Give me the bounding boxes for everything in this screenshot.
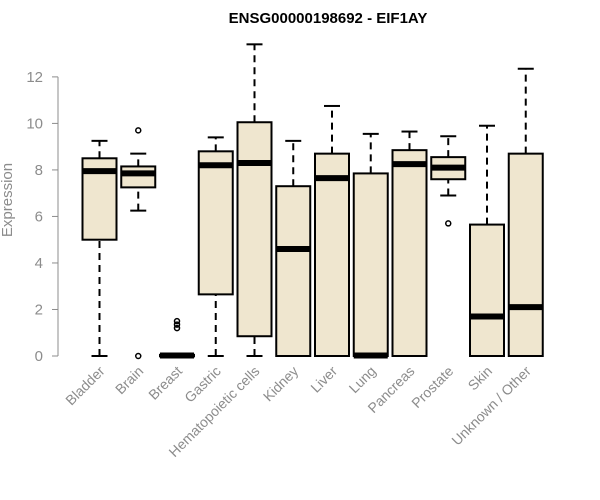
box-body [352, 172, 389, 357]
box-unknown-other [507, 67, 544, 357]
x-tick-label: Prostate [408, 363, 456, 411]
box-lung [352, 132, 389, 359]
box-body [236, 121, 273, 338]
outlier-point [173, 324, 181, 332]
y-tick-label: 8 [35, 162, 43, 179]
y-tick-label: 4 [35, 255, 43, 272]
x-tick-label: Kidney [260, 363, 302, 405]
y-tick-label: 6 [35, 208, 43, 225]
y-tick-label: 12 [26, 69, 43, 86]
x-tick-label: Lung [346, 363, 379, 396]
x-tick-label: Breast [145, 363, 185, 403]
box-body [197, 150, 234, 296]
y-tick-label: 10 [26, 115, 43, 132]
box-skin [469, 124, 505, 357]
box-brain [120, 127, 157, 360]
outlier-point [135, 352, 142, 360]
box-kidney [275, 139, 312, 357]
chart-title: ENSG00000198692 - EIF1AY [229, 10, 428, 27]
outlier-point [445, 220, 452, 227]
box-pancreas [391, 130, 428, 357]
x-tick-label: Bladder [62, 363, 108, 409]
box-body [391, 149, 428, 357]
outlier-point [173, 321, 181, 328]
box-hematopoietic-cells [236, 43, 273, 357]
x-tick-label: Skin [465, 363, 496, 394]
y-axis: 0 2 4 6 8 10 12 [26, 69, 59, 365]
box-body [275, 185, 312, 357]
box-liver [314, 104, 350, 357]
box-body [120, 165, 157, 189]
x-tick-label: Brain [112, 363, 146, 397]
y-axis-label: Expression [0, 163, 16, 237]
box-gastric [197, 136, 234, 357]
x-tick-label: Liver [307, 363, 340, 396]
y-tick-label: 0 [35, 348, 43, 365]
boxes-group [81, 43, 544, 360]
box-body [507, 152, 544, 357]
box-prostate [430, 135, 467, 227]
box-bladder [81, 139, 118, 357]
outlier-point [135, 127, 142, 134]
box-breast [159, 317, 195, 359]
outlier-point [173, 317, 181, 325]
y-tick-label: 2 [35, 301, 43, 318]
box-body [314, 152, 350, 357]
box-body [469, 223, 505, 357]
